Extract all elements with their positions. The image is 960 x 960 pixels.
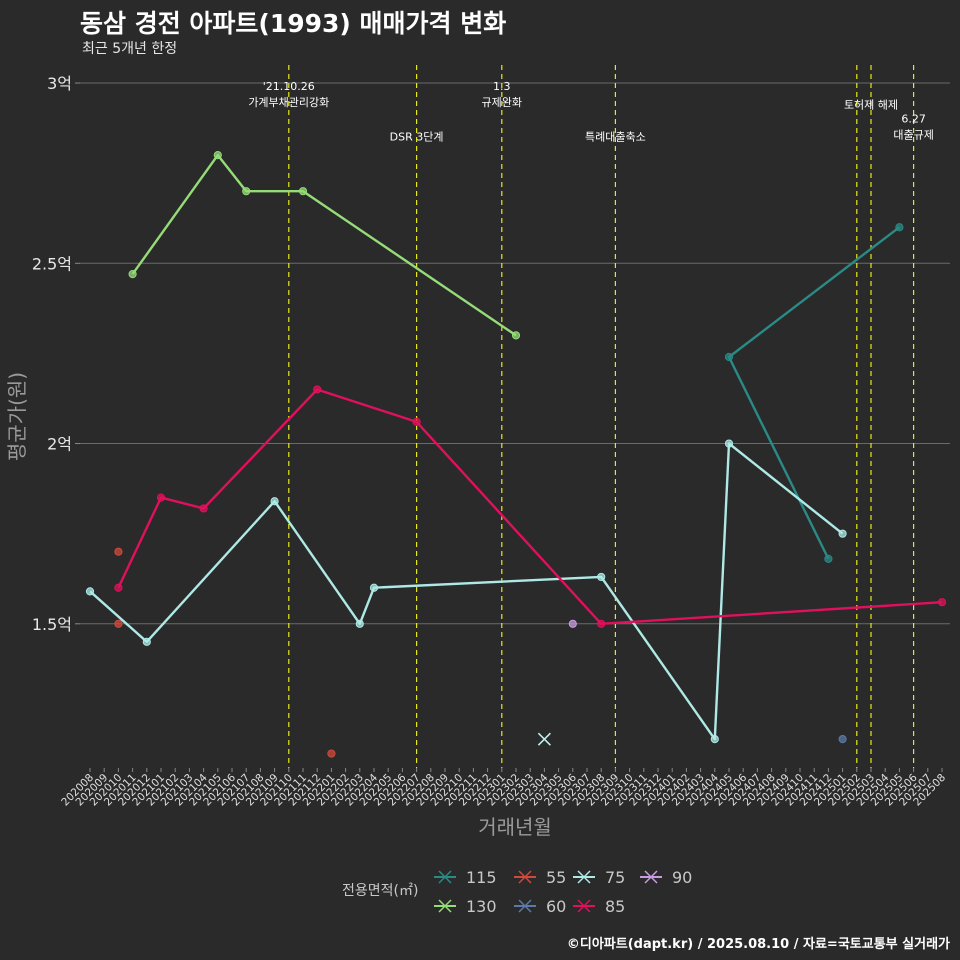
policy-annotation: 대출규제 xyxy=(893,129,933,142)
policy-annotation: 6.27 xyxy=(901,113,926,126)
data-point-130 xyxy=(128,269,137,279)
x-marker xyxy=(537,732,551,746)
data-point-60 xyxy=(838,735,847,744)
data-point-75 xyxy=(355,619,364,628)
data-point-75 xyxy=(597,572,606,582)
policy-annotation: 1.3 xyxy=(493,80,511,93)
series-line-115 xyxy=(727,226,901,560)
legend-label: 60 xyxy=(546,897,566,916)
legend-key-marker xyxy=(577,899,591,913)
legend-label: 90 xyxy=(672,868,692,887)
legend-label: 85 xyxy=(605,897,625,916)
legend-key-marker xyxy=(438,870,452,884)
data-point-75 xyxy=(270,497,279,506)
chart-subtitle: 최근 5개년 한정 xyxy=(82,41,178,57)
x-axis-title: 거래년월 xyxy=(478,815,552,839)
y-axis-title: 평균가(원) xyxy=(5,372,29,461)
data-point-85 xyxy=(156,493,166,502)
data-point-115 xyxy=(724,352,734,362)
y-tick-label: 2억 xyxy=(47,435,72,454)
legend-key-marker xyxy=(518,899,532,913)
legend-title: 전용면적(㎡) xyxy=(342,883,418,899)
data-point-85 xyxy=(412,417,421,427)
policy-annotation: 가계부채관리강화 xyxy=(248,96,329,109)
legend-key-marker xyxy=(577,870,591,884)
data-point-115 xyxy=(824,554,833,564)
policy-annotation: DSR 3단계 xyxy=(390,131,444,144)
legend-key-marker xyxy=(438,899,452,913)
legend-label: 115 xyxy=(466,868,497,887)
policy-annotation: 토허제 해제 xyxy=(844,97,898,111)
data-point-75 xyxy=(710,735,719,744)
series-line-85 xyxy=(117,388,943,625)
data-point-85 xyxy=(199,504,208,513)
data-point-130 xyxy=(298,187,308,196)
data-point-75 xyxy=(724,439,734,448)
y-tick-label: 2.5억 xyxy=(32,254,72,273)
source-caption: ©디아파트(dapt.kr) / 2025.08.10 / 자료=국토교통부 실… xyxy=(566,937,950,952)
data-point-55 xyxy=(114,547,123,556)
y-tick-label: 3억 xyxy=(47,74,72,93)
data-point-90 xyxy=(568,619,577,628)
series-line-130 xyxy=(131,153,517,337)
data-point-75 xyxy=(369,583,379,592)
data-point-85 xyxy=(313,385,322,394)
policy-annotation: 특례대출축소 xyxy=(585,131,646,144)
data-point-55 xyxy=(114,619,123,628)
legend-label: 75 xyxy=(605,868,625,887)
series-line-75 xyxy=(89,442,844,741)
y-tick-label: 1.5억 xyxy=(32,615,72,634)
data-point-130 xyxy=(511,331,521,340)
data-point-115 xyxy=(895,223,904,232)
data-point-75 xyxy=(838,529,847,538)
legend-key-marker xyxy=(644,870,658,884)
data-point-85 xyxy=(597,619,606,628)
policy-annotation: 규제완화 xyxy=(482,96,522,109)
data-point-75 xyxy=(142,637,151,646)
data-point-130 xyxy=(213,151,222,160)
legend-label: 130 xyxy=(466,897,497,916)
data-point-130 xyxy=(242,187,251,196)
data-point-85 xyxy=(937,598,947,607)
chart-title: 동삼 경전 아파트(1993) 매매가격 변화 xyxy=(80,9,507,38)
data-point-85 xyxy=(114,583,123,592)
data-point-55 xyxy=(327,749,336,758)
legend-key-marker xyxy=(518,870,532,884)
legend-label: 55 xyxy=(546,868,566,887)
data-point-75 xyxy=(85,587,95,596)
policy-annotation: '21.10.26 xyxy=(263,80,315,93)
